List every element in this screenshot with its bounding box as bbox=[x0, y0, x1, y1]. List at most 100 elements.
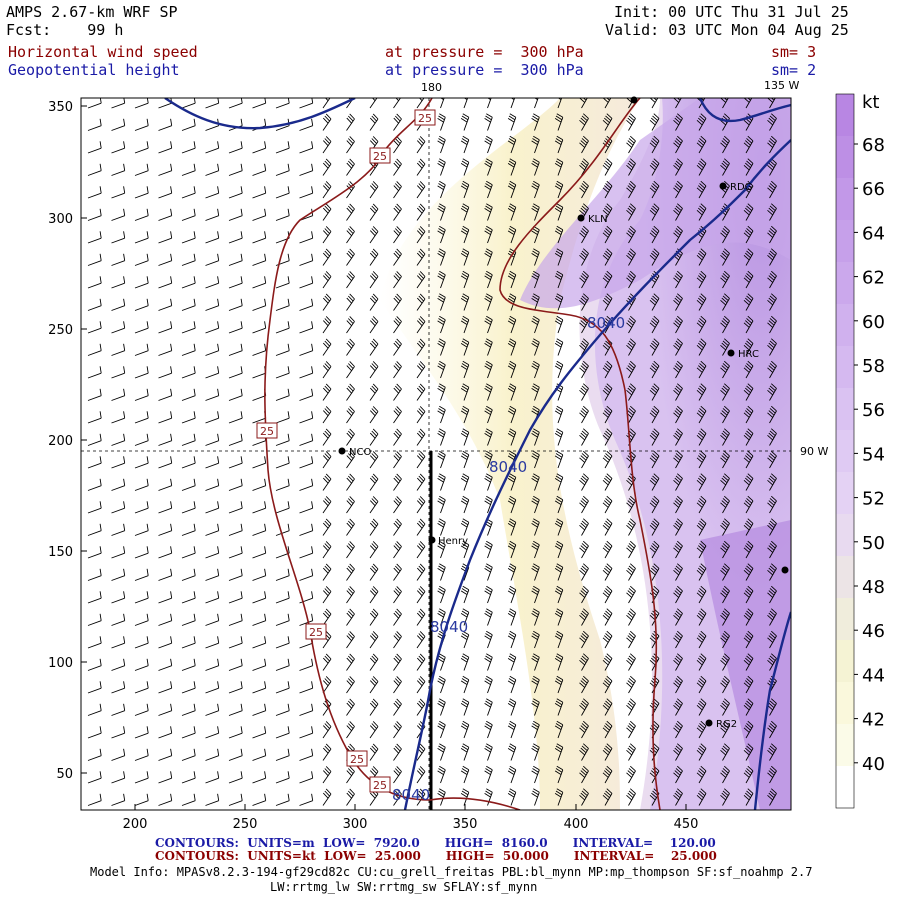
wind-barb bbox=[181, 613, 196, 626]
wind-barb bbox=[228, 726, 243, 739]
wind-barb bbox=[696, 338, 707, 356]
wind-barb bbox=[673, 653, 683, 671]
wind-barb bbox=[322, 383, 332, 401]
wind-barb bbox=[743, 743, 754, 761]
wind-barb bbox=[579, 113, 589, 131]
wind-barb bbox=[228, 703, 243, 716]
wind-barb bbox=[673, 270, 683, 289]
wind-barb bbox=[393, 496, 402, 514]
wind-barb bbox=[602, 360, 613, 379]
wind-barb bbox=[554, 473, 564, 491]
wind-barb bbox=[322, 98, 331, 109]
wind-barb bbox=[181, 118, 196, 131]
wind-barb bbox=[460, 675, 470, 694]
wind-barb bbox=[393, 473, 402, 491]
wind-barb bbox=[554, 495, 564, 514]
wind-barb bbox=[299, 591, 314, 604]
wind-barb bbox=[252, 186, 267, 199]
wind-barb bbox=[111, 163, 126, 176]
wind-barb bbox=[696, 743, 707, 761]
wind-barb bbox=[393, 766, 402, 784]
y-tick-label: 200 bbox=[48, 434, 73, 449]
wind-barb bbox=[134, 456, 149, 469]
wind-barb bbox=[437, 720, 446, 739]
wind-barb bbox=[437, 540, 446, 559]
wind-barb bbox=[346, 721, 355, 739]
wind-barb bbox=[696, 585, 707, 604]
wind-barb bbox=[158, 636, 173, 649]
x-tick-label: 400 bbox=[564, 817, 589, 832]
wind-barb bbox=[696, 720, 707, 739]
wind-barb bbox=[275, 613, 290, 626]
wind-barb bbox=[460, 653, 470, 671]
wind-barb bbox=[205, 186, 220, 199]
wind-barb bbox=[531, 293, 540, 311]
field1-name: Horizontal wind speed bbox=[8, 43, 198, 61]
wind-barb bbox=[531, 113, 540, 131]
wind-barb bbox=[767, 450, 777, 469]
wind-barb bbox=[393, 451, 402, 469]
wind-barb bbox=[696, 405, 707, 424]
wind-barb bbox=[346, 383, 355, 401]
wind-barb bbox=[767, 113, 777, 131]
wind-barb bbox=[507, 495, 517, 514]
wind-barb bbox=[228, 411, 243, 424]
wind-barb bbox=[579, 383, 589, 401]
wind-barb bbox=[554, 158, 564, 176]
wind-barb bbox=[484, 765, 493, 784]
wind-barb bbox=[437, 225, 446, 244]
wind-barb bbox=[299, 433, 314, 446]
wind-barb bbox=[626, 270, 636, 289]
y-tick-label: 250 bbox=[48, 323, 73, 338]
wind-barb bbox=[134, 771, 149, 784]
wind-barb bbox=[205, 748, 220, 761]
wind-barb bbox=[673, 540, 683, 559]
wind-barb bbox=[437, 405, 446, 424]
wind-barb bbox=[322, 428, 332, 446]
wind-barb bbox=[346, 788, 355, 806]
wind-barb bbox=[134, 186, 149, 199]
wind-barb bbox=[275, 478, 290, 491]
wind-barb bbox=[460, 405, 470, 424]
wind-barb bbox=[602, 630, 613, 649]
wind-barb bbox=[322, 361, 332, 379]
wind-barb bbox=[87, 118, 102, 131]
wind-barb bbox=[626, 225, 636, 244]
wind-barb bbox=[602, 225, 613, 244]
wind-barb bbox=[487, 98, 492, 109]
wind-barb bbox=[602, 743, 613, 761]
wind-barb bbox=[510, 98, 516, 109]
wind-barb bbox=[346, 293, 355, 311]
wind-barb bbox=[134, 253, 149, 266]
wind-barb bbox=[322, 248, 332, 266]
wind-barb bbox=[696, 248, 707, 266]
wind-barb bbox=[158, 568, 173, 581]
wind-barb bbox=[181, 748, 196, 761]
wind-barb bbox=[111, 208, 126, 221]
wind-barb bbox=[460, 203, 470, 221]
colorbar: kt 68 66 64 62 60 58 56 54 52 50 48 46 44 42 40 bbox=[835, 92, 885, 809]
wind-barb bbox=[158, 231, 173, 244]
wind-barb bbox=[437, 563, 446, 581]
wind-barb bbox=[743, 248, 754, 266]
wind-barb bbox=[252, 613, 267, 626]
wind-barb bbox=[228, 298, 243, 311]
wind-barb bbox=[720, 765, 730, 784]
wind-barb bbox=[626, 338, 636, 356]
wind-barb bbox=[507, 270, 517, 289]
wind-barb bbox=[228, 186, 243, 199]
wind-barb bbox=[346, 226, 355, 244]
wind-barb bbox=[579, 653, 589, 671]
wind-barb bbox=[531, 720, 540, 739]
wind-barb bbox=[181, 546, 196, 559]
wind-barb bbox=[579, 360, 589, 379]
wind-barb bbox=[579, 428, 589, 446]
wind-barb bbox=[602, 203, 613, 221]
wind-barb bbox=[460, 383, 470, 401]
wind-barb bbox=[299, 118, 314, 131]
wind-barb bbox=[158, 703, 173, 716]
wind-barb bbox=[507, 360, 517, 379]
wind-barb bbox=[743, 203, 754, 221]
wind-barb bbox=[346, 271, 355, 289]
station-label: RDG bbox=[730, 182, 752, 193]
